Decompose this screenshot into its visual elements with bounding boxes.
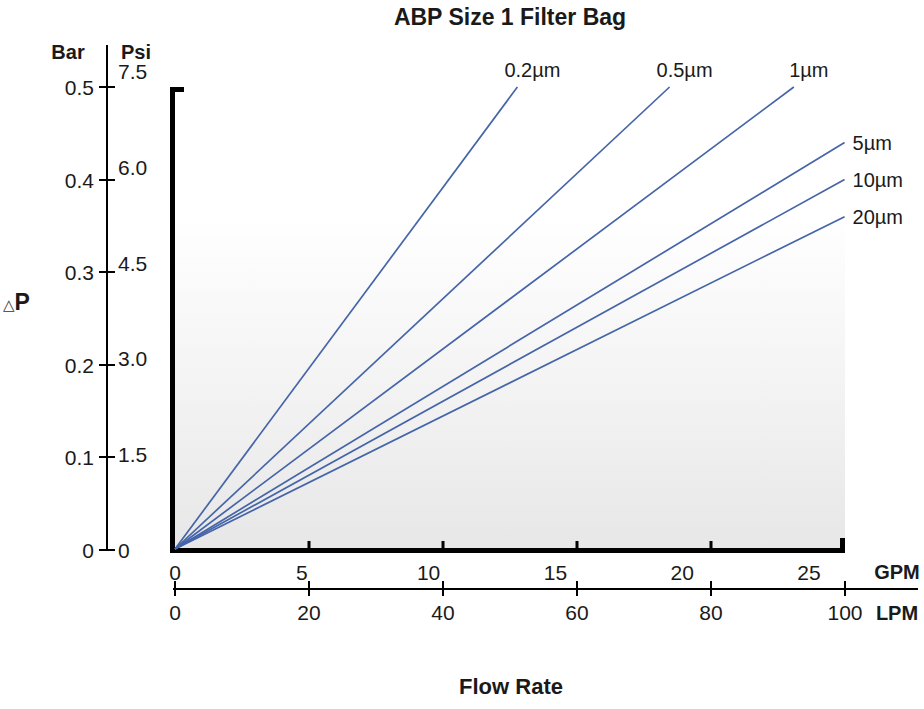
- x-axis-unit-lpm: LPM: [876, 603, 918, 623]
- bar-tick: [99, 179, 115, 181]
- psi-tick-label: 6.0: [118, 156, 147, 177]
- series-label: 1µm: [789, 60, 828, 80]
- gpm-axis-notch: [576, 541, 579, 549]
- chart-canvas: ABP Size 1 Filter Bag Bar Psi △P GPM LPM…: [0, 0, 924, 709]
- lpm-tick: [174, 581, 176, 596]
- lpm-tick: [710, 581, 712, 596]
- series-line-20µm: [175, 217, 845, 549]
- bar-tick: [99, 549, 115, 551]
- lpm-tick-label: 100: [827, 602, 862, 623]
- series-line-10µm: [175, 180, 845, 549]
- gpm-axis-notch: [710, 541, 713, 549]
- bar-tick: [99, 271, 115, 273]
- lpm-tick: [844, 581, 846, 596]
- bar-tick-label: 0.3: [65, 262, 94, 283]
- lpm-tick: [576, 581, 578, 596]
- gpm-axis-notch: [442, 541, 445, 549]
- bar-tick-label: 0.2: [65, 354, 94, 375]
- gpm-tick-label: 20: [671, 562, 694, 583]
- psi-tick-label: 3.0: [118, 348, 147, 369]
- psi-tick-label: 7.5: [118, 61, 147, 82]
- series-label: 10µm: [853, 170, 903, 190]
- lpm-tick-label: 0: [169, 602, 181, 623]
- series-line-5µm: [175, 143, 845, 549]
- lpm-axis-line: [173, 588, 918, 590]
- series-line-1µm: [175, 87, 794, 549]
- lpm-tick-label: 40: [431, 602, 454, 623]
- gpm-tick-label: 0: [169, 562, 181, 583]
- gpm-tick-label: 25: [797, 562, 820, 583]
- bar-tick: [99, 456, 115, 458]
- lpm-tick-label: 60: [565, 602, 588, 623]
- series-label: 5µm: [853, 133, 892, 153]
- lpm-tick: [442, 581, 444, 596]
- bar-tick-label: 0.5: [65, 77, 94, 98]
- bar-tick: [99, 364, 115, 366]
- gpm-tick-label: 15: [544, 562, 567, 583]
- lpm-tick-label: 80: [699, 602, 722, 623]
- series-label: 0.5µm: [657, 60, 713, 80]
- psi-tick-label: 4.5: [118, 252, 147, 273]
- bar-tick-label: 0: [82, 540, 94, 561]
- bar-tick-label: 0.1: [65, 447, 94, 468]
- psi-tick-label: 1.5: [118, 444, 147, 465]
- series-line-0.2µm: [175, 87, 517, 549]
- bar-tick-label: 0.4: [65, 169, 94, 190]
- gpm-tick-label: 5: [296, 562, 308, 583]
- gpm-axis-notch: [308, 541, 311, 549]
- gpm-tick-label: 10: [417, 562, 440, 583]
- x-axis-unit-gpm: GPM: [874, 562, 920, 582]
- lpm-tick: [308, 581, 310, 596]
- series-label: 20µm: [853, 207, 903, 227]
- psi-tick-label: 0: [118, 540, 130, 561]
- x-axis-title: Flow Rate: [459, 674, 563, 700]
- lpm-tick-label: 20: [297, 602, 320, 623]
- series-label: 0.2µm: [504, 60, 560, 80]
- bar-tick: [99, 86, 115, 88]
